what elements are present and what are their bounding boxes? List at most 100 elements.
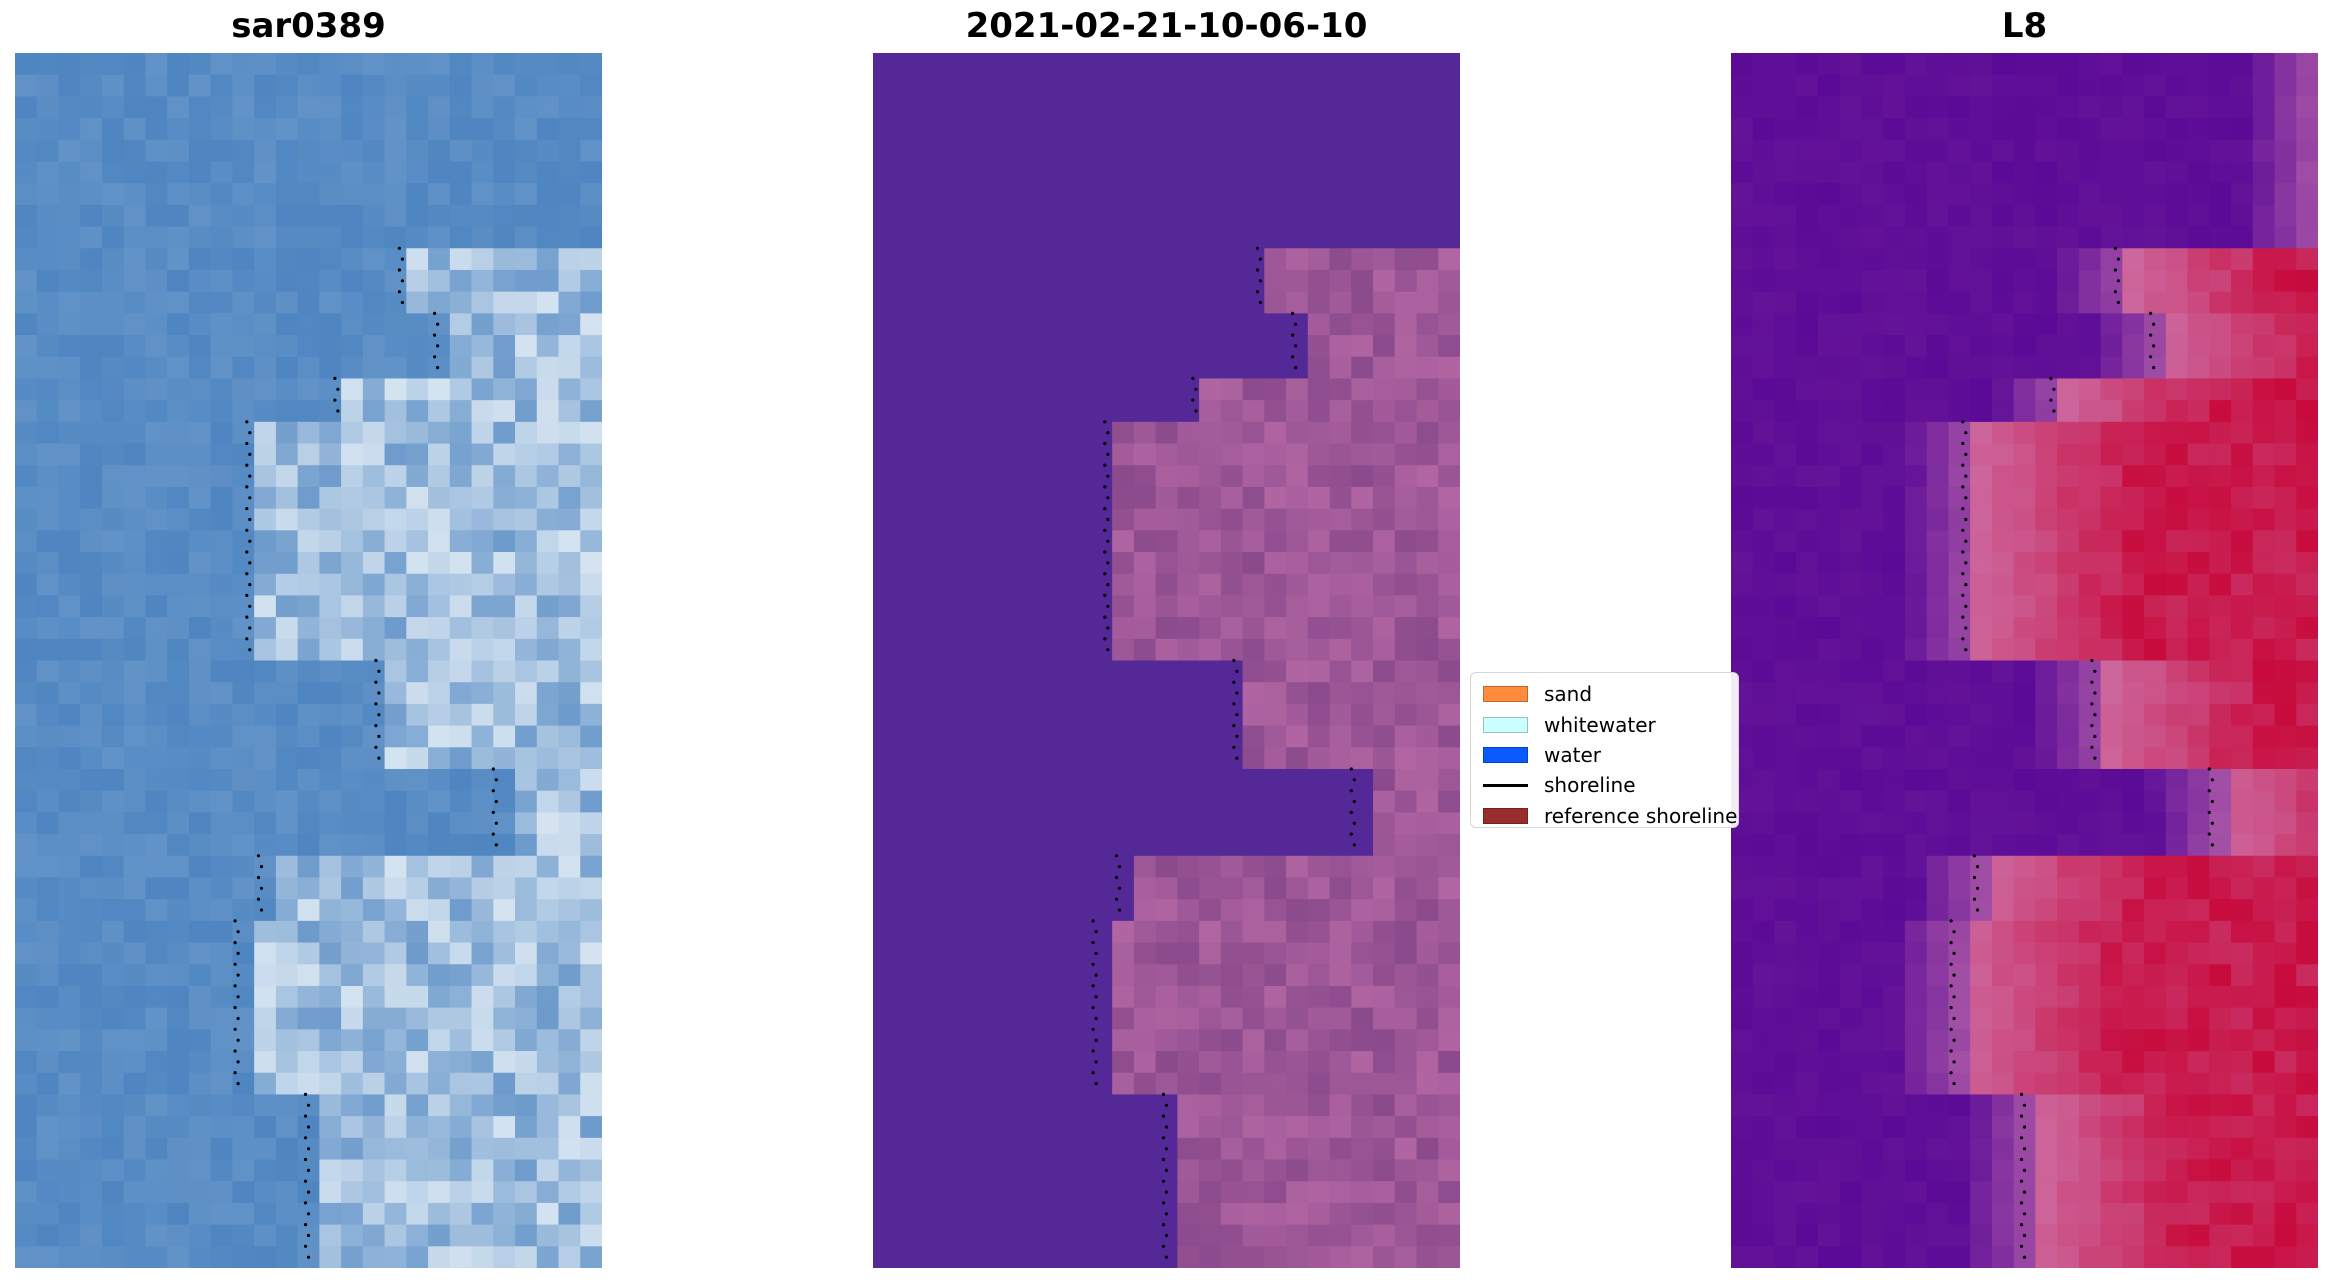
image-pixel bbox=[297, 269, 320, 293]
shoreline-dot bbox=[400, 279, 404, 283]
image-pixel bbox=[1068, 335, 1092, 358]
image-pixel bbox=[2035, 682, 2058, 705]
image-pixel bbox=[15, 378, 38, 401]
image-pixel bbox=[36, 1181, 60, 1204]
image-pixel bbox=[1926, 248, 1950, 271]
image-pixel bbox=[232, 877, 255, 900]
image-pixel bbox=[1861, 638, 1884, 662]
image-pixel bbox=[1177, 920, 1200, 944]
image-pixel bbox=[167, 378, 190, 401]
image-pixel bbox=[894, 1029, 918, 1052]
image-pixel bbox=[2100, 74, 2123, 97]
image-pixel bbox=[873, 161, 896, 184]
image-pixel bbox=[1264, 1094, 1287, 1117]
image-pixel bbox=[981, 335, 1005, 358]
image-pixel bbox=[1003, 53, 1026, 76]
image-pixel bbox=[1394, 942, 1418, 965]
image-pixel bbox=[2252, 834, 2276, 857]
image-pixel bbox=[15, 356, 38, 380]
image-pixel bbox=[2274, 834, 2297, 857]
shoreline-dot bbox=[494, 778, 498, 782]
shoreline-dot bbox=[2210, 843, 2214, 847]
image-pixel bbox=[1991, 1116, 2015, 1139]
image-pixel bbox=[80, 508, 103, 531]
image-pixel bbox=[101, 226, 125, 249]
image-pixel bbox=[1286, 725, 1309, 748]
image-pixel bbox=[384, 899, 407, 922]
image-pixel bbox=[580, 1094, 602, 1117]
image-pixel bbox=[2057, 573, 2080, 597]
image-pixel bbox=[1155, 204, 1178, 228]
image-pixel bbox=[2209, 183, 2232, 206]
image-pixel bbox=[1752, 1072, 1776, 1096]
image-pixel bbox=[2187, 1137, 2210, 1161]
image-pixel bbox=[1416, 638, 1439, 662]
image-pixel bbox=[254, 552, 277, 575]
image-pixel bbox=[275, 877, 299, 900]
image-pixel bbox=[80, 920, 103, 944]
image-pixel bbox=[1068, 725, 1092, 748]
image-pixel bbox=[1948, 248, 1971, 271]
image-pixel bbox=[2122, 443, 2145, 466]
image-pixel bbox=[123, 1137, 147, 1161]
image-pixel bbox=[2252, 790, 2276, 813]
image-pixel bbox=[2231, 725, 2254, 748]
image-pixel bbox=[297, 335, 320, 358]
image-pixel bbox=[1025, 985, 1048, 1009]
image-pixel bbox=[167, 204, 190, 228]
image-pixel bbox=[1416, 725, 1439, 748]
image-pixel bbox=[2165, 812, 2189, 835]
shoreline-dot bbox=[1103, 485, 1107, 489]
image-pixel bbox=[1025, 855, 1048, 879]
image-pixel bbox=[188, 335, 212, 358]
image-pixel bbox=[15, 161, 38, 184]
image-pixel bbox=[1264, 1051, 1287, 1074]
image-pixel bbox=[362, 964, 386, 987]
image-pixel bbox=[2231, 378, 2254, 401]
image-pixel bbox=[36, 595, 60, 618]
image-pixel bbox=[1796, 421, 1819, 445]
image-pixel bbox=[1774, 595, 1797, 618]
image-pixel bbox=[1329, 942, 1352, 965]
image-pixel bbox=[1861, 682, 1884, 705]
image-pixel bbox=[123, 1159, 147, 1182]
image-pixel bbox=[2100, 747, 2123, 770]
image-pixel bbox=[406, 855, 429, 879]
image-pixel bbox=[297, 660, 320, 683]
image-pixel bbox=[1948, 617, 1971, 640]
image-pixel bbox=[1883, 1007, 1906, 1030]
image-pixel bbox=[319, 161, 342, 184]
image-pixel bbox=[36, 53, 60, 76]
image-pixel bbox=[1904, 595, 1928, 618]
image-pixel bbox=[1752, 378, 1776, 401]
image-pixel bbox=[101, 660, 125, 683]
image-pixel bbox=[2144, 985, 2167, 1009]
image-pixel bbox=[959, 96, 983, 119]
image-pixel bbox=[1416, 486, 1439, 510]
shoreline-dot bbox=[306, 1103, 311, 1107]
image-pixel bbox=[2013, 508, 2036, 531]
image-pixel bbox=[36, 226, 60, 249]
image-pixel bbox=[123, 1072, 147, 1096]
image-pixel bbox=[188, 790, 212, 813]
image-pixel bbox=[1351, 552, 1374, 575]
image-pixel bbox=[145, 183, 168, 206]
image-pixel bbox=[1970, 1072, 1993, 1096]
shoreline-dot bbox=[2210, 799, 2214, 804]
image-pixel bbox=[36, 443, 60, 466]
image-pixel bbox=[1438, 313, 1460, 336]
image-pixel bbox=[428, 855, 451, 879]
image-pixel bbox=[1351, 183, 1374, 206]
image-pixel bbox=[493, 1007, 516, 1030]
image-pixel bbox=[1970, 269, 1993, 293]
image-pixel bbox=[1286, 1224, 1309, 1247]
image-pixel bbox=[2231, 118, 2254, 141]
image-pixel bbox=[428, 1224, 451, 1247]
image-pixel bbox=[981, 1029, 1005, 1052]
image-pixel bbox=[1839, 226, 1863, 249]
image-pixel bbox=[894, 183, 918, 206]
image-pixel bbox=[1948, 985, 1971, 1009]
image-pixel bbox=[384, 1246, 407, 1268]
image-pixel bbox=[1991, 118, 2015, 141]
image-pixel bbox=[1861, 617, 1884, 640]
